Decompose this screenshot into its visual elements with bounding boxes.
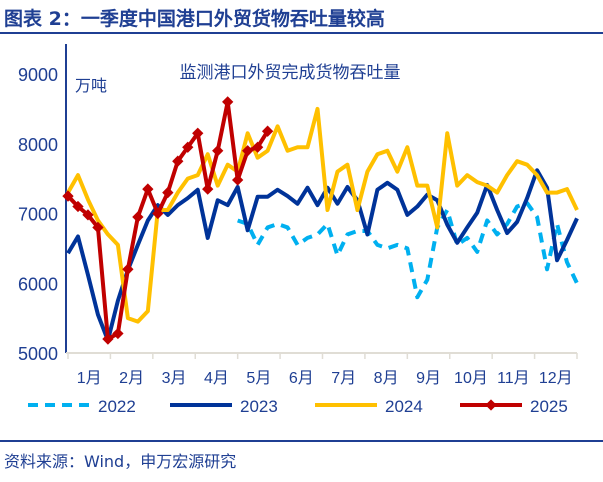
data-point-2025: [212, 145, 224, 157]
data-point-2025: [142, 183, 154, 195]
data-point-2025: [251, 141, 264, 153]
x-tick-label: 11月: [497, 370, 530, 387]
data-point-2025: [132, 211, 144, 223]
data-point-2025: [192, 127, 204, 139]
line-chart: 5000 6000 7000 8000 9000 万吨 监测港口外贸完成货物吞吐量 1月 2月 3…: [18, 44, 579, 416]
x-tick-label: 5月: [246, 370, 271, 387]
y-axis-unit: 万吨: [75, 76, 107, 95]
x-tick-label: 6月: [289, 370, 314, 387]
series-line-2023: [66, 168, 579, 343]
y-tick-label: 6000: [18, 274, 58, 294]
source-note: 资料来源：Wind，申万宏源研究: [4, 452, 237, 471]
title-divider: [0, 32, 603, 34]
data-point-2025: [222, 96, 234, 108]
series-line-2022: [237, 201, 579, 300]
data-point-2025: [182, 141, 194, 153]
source-divider: [0, 440, 603, 442]
legend-label-2022: 2022: [98, 397, 136, 416]
x-tick-label: 9月: [416, 370, 441, 387]
data-point-2025: [152, 207, 164, 220]
x-tick-label: 1月: [77, 370, 102, 387]
x-tick-label: 4月: [204, 370, 229, 387]
x-tick-label: 10月: [454, 370, 488, 387]
figure-title: 图表 2：一季度中国港口外贸货物吞吐量较高: [4, 8, 385, 30]
y-tick-label: 9000: [18, 65, 58, 85]
x-tick-label: 2月: [119, 370, 144, 387]
y-tick-label: 7000: [18, 205, 58, 225]
data-point-2025: [162, 186, 174, 199]
x-tick-label: 7月: [331, 370, 356, 387]
series-line-2024: [66, 106, 579, 324]
legend-label-2025: 2025: [530, 397, 568, 416]
data-point-2025: [202, 183, 214, 195]
data-point-2025: [241, 145, 254, 157]
legend-marker: [485, 399, 497, 411]
data-point-2025: [232, 174, 244, 186]
y-tick-label: 8000: [18, 135, 58, 155]
data-point-2025: [261, 125, 274, 137]
x-tick-label: 3月: [162, 370, 187, 387]
x-tick-label: 8月: [374, 370, 399, 387]
data-point-2025: [172, 155, 184, 167]
chart-title: 监测港口外贸完成货物吞吐量: [180, 63, 401, 83]
legend-label-2023: 2023: [240, 397, 278, 416]
y-tick-label: 5000: [18, 344, 58, 364]
legend-label-2024: 2024: [385, 397, 423, 416]
x-tick-label: 12月: [539, 370, 573, 387]
